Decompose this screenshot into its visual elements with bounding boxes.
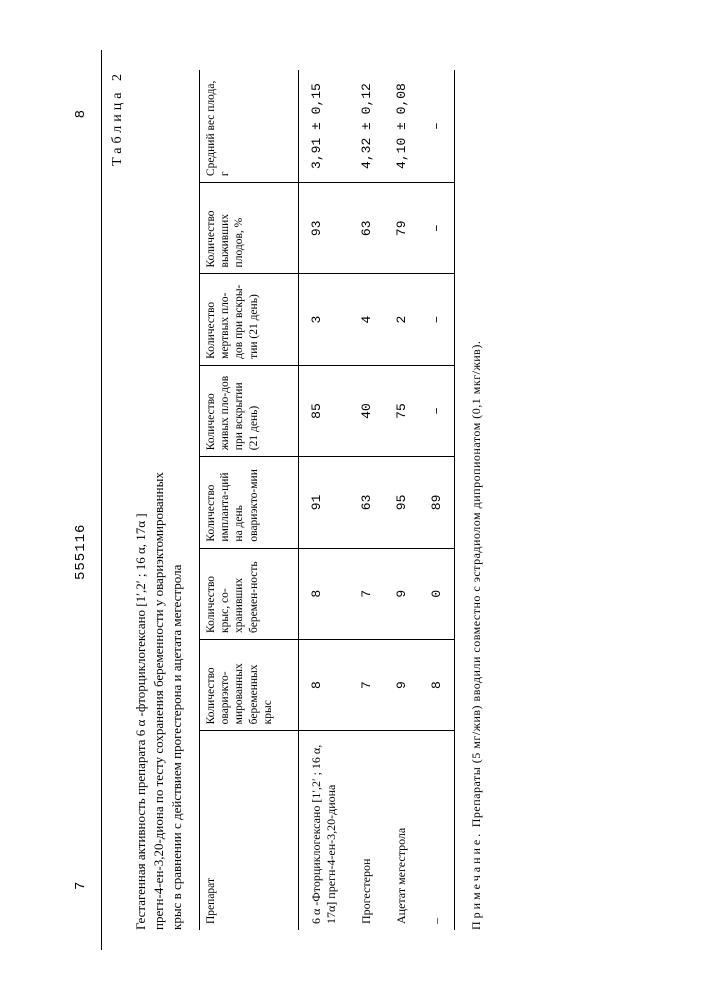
table-row: Ацетат мегестрола 9 9 95 75 2 79 4,10 ± … <box>384 70 419 930</box>
cell: 9 <box>384 639 419 730</box>
cell: – <box>419 70 455 183</box>
page: 7 555116 8 Таблица 2 Гестагенная активно… <box>0 0 707 1000</box>
caption-line: крыс в сравнении с действием прогестерон… <box>169 565 184 930</box>
top-rule <box>101 50 102 950</box>
cell-preparation: Ацетат мегестрола <box>384 731 419 930</box>
doc-number: 555116 <box>73 524 89 580</box>
cell: 8 <box>419 639 455 730</box>
cell: 8 <box>298 639 349 730</box>
col-header: Количество крыс, со-хранивших беремен-но… <box>199 548 298 639</box>
cell: 8 <box>298 548 349 639</box>
caption-line: прегн-4-ен-3,20-диона по тесту сохранени… <box>151 472 166 930</box>
cell: 91 <box>298 457 349 548</box>
col-header: Количество имплан­та-ций на день овариэк… <box>199 457 298 548</box>
cell: 4,10 ± 0,08 <box>384 70 419 183</box>
cell: 0 <box>419 548 455 639</box>
table-caption: Гестагенная активность препарата 6 α -фт… <box>132 70 187 930</box>
cell: 4 <box>349 274 384 365</box>
cell: 85 <box>298 365 349 456</box>
cell: 95 <box>384 457 419 548</box>
cell: – <box>419 183 455 274</box>
cell: 63 <box>349 183 384 274</box>
table-row: 6 α -Фторциклогексано [1′,2′ ; 16 α, 17α… <box>298 70 349 930</box>
cell: 3,91 ± 0,15 <box>298 70 349 183</box>
cell: 89 <box>419 457 455 548</box>
data-table: Препарат Количество овариэкто-мированных… <box>199 70 455 930</box>
table-row: Прогестерон 7 7 63 40 4 63 4,32 ± 0,12 <box>349 70 384 930</box>
col-header: Средний вес плода, г <box>199 70 298 183</box>
cell: 40 <box>349 365 384 456</box>
col-header: Препарат <box>199 731 298 930</box>
table-row: – 8 0 89 – – – – <box>419 70 455 930</box>
cell: 7 <box>349 639 384 730</box>
col-header: Количество овариэкто-мированных беременн… <box>199 639 298 730</box>
cell: 93 <box>298 183 349 274</box>
table-header-row: Препарат Количество овариэкто-мированных… <box>199 70 298 930</box>
table-label: Таблица 2 <box>110 70 126 950</box>
footnote-text: Препараты (5 мг/жив) вводили совместно с… <box>469 341 483 828</box>
page-num-right: 8 <box>73 110 89 118</box>
col-header: Количество выживших плодов, % <box>199 183 298 274</box>
cell: 7 <box>349 548 384 639</box>
cell: 79 <box>384 183 419 274</box>
col-header: Количество живых пло-дов при вскрытии (2… <box>199 365 298 456</box>
cell: 2 <box>384 274 419 365</box>
footnote: Примечание. Препараты (5 мг/жив) вводили… <box>469 70 484 930</box>
col-header: Количество мертвых пло-дов при вскры-тии… <box>199 274 298 365</box>
cell-preparation: – <box>419 731 455 930</box>
cell: – <box>419 365 455 456</box>
page-num-left: 7 <box>73 882 89 890</box>
cell-preparation: 6 α -Фторциклогексано [1′,2′ ; 16 α, 17α… <box>298 731 349 930</box>
cell: 9 <box>384 548 419 639</box>
footnote-label: Примечание. <box>469 831 483 930</box>
cell: 63 <box>349 457 384 548</box>
cell: 3 <box>298 274 349 365</box>
rotated-content: 7 555116 8 Таблица 2 Гестагенная активно… <box>73 50 633 950</box>
caption-line: Гестагенная активность препарата 6 α -фт… <box>133 513 148 930</box>
cell: 4,32 ± 0,12 <box>349 70 384 183</box>
cell: – <box>419 274 455 365</box>
header-numbers: 7 555116 8 <box>73 50 91 950</box>
cell: 75 <box>384 365 419 456</box>
cell-preparation: Прогестерон <box>349 731 384 930</box>
